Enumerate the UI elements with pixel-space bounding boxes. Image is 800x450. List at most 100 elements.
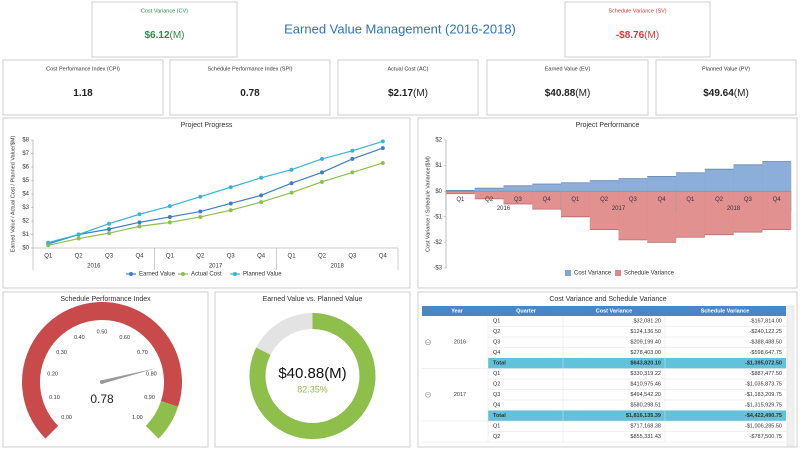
legend-label: Actual Cost: [191, 272, 222, 278]
cell: Q1: [493, 371, 500, 377]
cell: $124,136.50: [630, 329, 661, 335]
area-step: [704, 191, 734, 235]
kpi-number: $40.88: [545, 88, 576, 99]
panel: [2, 117, 411, 289]
table-title: Cost Variance and Schedule Variance: [549, 296, 666, 303]
cell: Total: [493, 361, 506, 367]
gauge-tick-label: 0.70: [137, 350, 148, 356]
chart-title: Schedule Performance Index: [60, 296, 151, 303]
data-point: [380, 160, 385, 165]
x-tick-label: Q4: [135, 254, 144, 260]
data-point: [167, 214, 172, 219]
area-step: [676, 172, 706, 192]
area-step: [446, 191, 476, 194]
gauge-tick-label: 0.90: [144, 395, 155, 401]
data-point: [198, 214, 203, 219]
kpi-unit: (M): [413, 88, 428, 99]
kpi-unit: (M): [644, 30, 659, 41]
data-point: [107, 221, 112, 226]
data-point: [289, 167, 294, 172]
area-step: [474, 191, 504, 199]
x-tick-label: Q3: [348, 254, 357, 260]
gauge-tick-label: 0.60: [119, 335, 130, 341]
x-tick-label: Q2: [75, 254, 84, 260]
donut-center-label: $40.88(M): [278, 365, 346, 382]
y-tick-label: $4: [22, 192, 29, 198]
kpi-value: 0.78: [240, 88, 260, 99]
cell: Q4: [493, 403, 500, 409]
kpi-value: $2.17(M): [388, 88, 428, 99]
kpi-value: $49.64(M): [703, 88, 749, 99]
cell: $1,816,135.39: [626, 413, 661, 419]
cell: $278,403.00: [630, 350, 661, 356]
data-point: [289, 181, 294, 186]
gauge-value: 0.78: [90, 392, 114, 406]
kpi-unit: (M): [170, 30, 185, 41]
data-point: [76, 236, 81, 241]
cell: -$1,006,285.50: [745, 424, 782, 430]
data-point: [350, 170, 355, 175]
total-row: [488, 358, 786, 369]
data-point: [137, 224, 142, 229]
area-step: [503, 185, 533, 192]
area-step: [704, 169, 734, 192]
kpi-value: $40.88(M): [545, 88, 591, 99]
x-group-label: 2018: [727, 206, 741, 212]
data-point: [228, 185, 233, 190]
data-point: [259, 175, 264, 180]
y-tick-label: $1: [22, 232, 29, 238]
cell: Q3: [493, 340, 500, 346]
kpi-unit: (M): [734, 88, 749, 99]
cell: -$598,647.75: [750, 350, 782, 356]
panel: [169, 59, 331, 116]
area-step: [561, 182, 591, 192]
kpi-label: Actual Cost (AC): [388, 66, 429, 72]
legend-label: Cost Variance: [574, 271, 612, 277]
x-group-label: 2018: [330, 264, 344, 270]
x-tick-label: Q2: [715, 197, 724, 203]
cell: -$388,488.50: [750, 340, 782, 346]
cell: $717,168.38: [630, 424, 661, 430]
cell: $32,081.20: [633, 319, 661, 325]
y-tick-label: -$1: [433, 214, 442, 220]
panel: [2, 59, 164, 116]
x-group-label: 2016: [497, 206, 511, 212]
x-tick-label: Q1: [686, 197, 695, 203]
y-axis-label: Earned Value / Actual Cost / Planned Val…: [10, 136, 16, 253]
donut-arc: [249, 313, 376, 439]
cell: -$167,814.00: [750, 319, 782, 325]
data-point: [107, 231, 112, 236]
gauge-tick-label: 0.00: [61, 415, 72, 421]
kpi-number: -$8.76: [616, 30, 645, 41]
area-step: [618, 178, 648, 192]
legend-swatch: [565, 270, 571, 276]
y-tick-label: $5: [22, 178, 29, 184]
kpi-label: Schedule Performance Index (SPI): [208, 66, 293, 72]
gauge-tick-label: 0.80: [146, 372, 157, 378]
cell: -$1,315,929.75: [745, 403, 782, 409]
cell: Q3: [493, 392, 500, 398]
cell: -$240,122.25: [750, 329, 782, 335]
cell: $209,199.40: [630, 340, 661, 346]
cell: $410,975.46: [630, 382, 661, 388]
data-point: [137, 220, 142, 225]
kpi-number: 1.18: [73, 88, 93, 99]
panel: [655, 59, 797, 116]
kpi-number: 0.78: [240, 88, 260, 99]
series-line: [48, 140, 383, 244]
kpi-number: $6.12: [144, 30, 169, 41]
gauge-tick-label: 0.40: [74, 335, 85, 341]
gauge-tick-label: 0.20: [47, 372, 58, 378]
year-cell: 2017: [454, 392, 466, 398]
x-tick-label: Q1: [288, 254, 297, 260]
y-tick-label: $1: [435, 163, 442, 169]
data-point: [46, 240, 51, 245]
panel: [91, 1, 238, 58]
data-point: [259, 200, 264, 205]
x-tick-label: Q3: [227, 254, 236, 260]
x-tick-label: Q1: [456, 197, 465, 203]
x-tick-label: Q2: [318, 254, 327, 260]
y-tick-label: $7: [22, 151, 29, 157]
kpi-label: Cost Performance Index (CPI): [46, 66, 120, 72]
total-row: [488, 410, 786, 421]
